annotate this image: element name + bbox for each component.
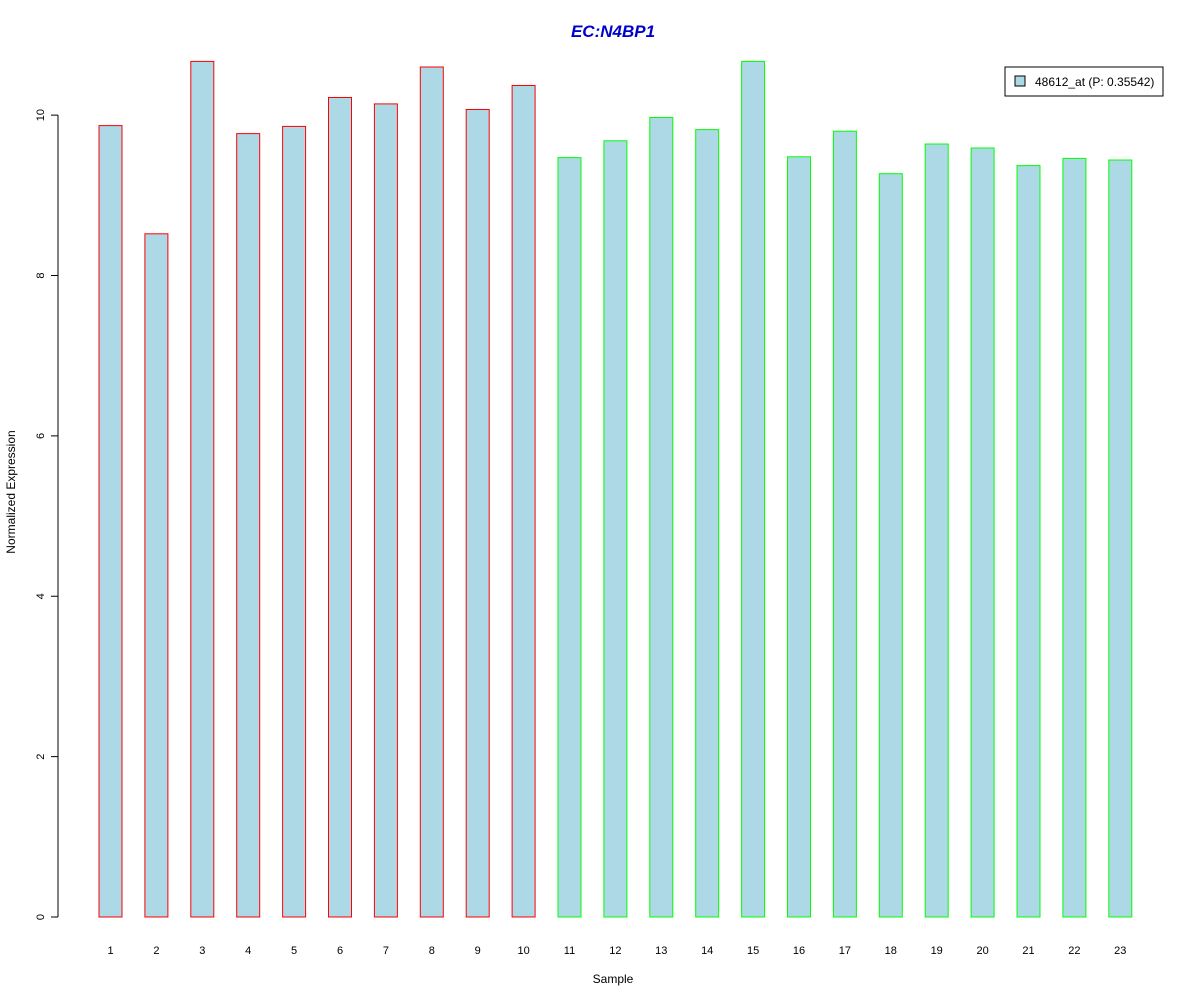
y-tick-label: 0: [35, 914, 47, 920]
bar-23: [1108, 159, 1133, 918]
x-tick-label: 22: [1068, 945, 1080, 957]
y-tick-label: 6: [35, 433, 47, 439]
bar-14: [695, 129, 720, 918]
x-tick-label: 6: [337, 945, 343, 957]
bar-22: [1062, 157, 1087, 918]
bar-2: [144, 233, 169, 918]
x-tick-label: 4: [245, 945, 251, 957]
bar-7: [373, 103, 398, 918]
x-tick-label: 14: [701, 945, 713, 957]
x-tick-label: 1: [107, 945, 113, 957]
x-tick-labels: 1 2 3 4 5 6 7 8 9 10 11 12 13 14 15 16 17 18 19 20 21 22 23: [107, 945, 1126, 957]
bar-10: [511, 85, 536, 918]
legend-label: 48612_at (P: 0.35542): [1035, 75, 1154, 89]
x-tick-label: 17: [839, 945, 851, 957]
x-tick-label: 5: [291, 945, 297, 957]
x-tick-label: 2: [153, 945, 159, 957]
bar-15: [741, 60, 766, 918]
legend-swatch: [1014, 75, 1026, 87]
y-tick-label: 8: [35, 272, 47, 278]
bar-8: [419, 66, 444, 918]
bar-16: [787, 156, 811, 918]
bar-3: [190, 60, 215, 918]
bars: [98, 60, 1133, 918]
legend: 48612_at (P: 0.35542): [1004, 66, 1164, 97]
bar-4: [236, 133, 261, 918]
bar-9: [465, 109, 490, 918]
y-tick-label: 10: [35, 109, 47, 121]
x-tick-label: 15: [747, 945, 759, 957]
x-tick-label: 11: [564, 945, 575, 957]
x-tick-label: 10: [517, 945, 529, 957]
x-tick-label: 19: [931, 945, 943, 957]
legend-box: [1004, 66, 1164, 97]
x-axis-label: Sample: [593, 972, 634, 986]
x-tick-label: 7: [383, 945, 389, 957]
bar-19: [924, 143, 949, 918]
x-tick-label: 21: [1022, 945, 1034, 957]
bar-11: [557, 157, 582, 918]
bar-17: [832, 130, 857, 918]
x-tick-label: 13: [655, 945, 667, 957]
y-tick-label: 2: [35, 754, 47, 760]
bar-12: [603, 140, 628, 918]
x-tick-label: 9: [475, 945, 481, 957]
x-tick-label: 12: [609, 945, 621, 957]
y-tick-label: 4: [35, 593, 47, 599]
x-tick-label: 23: [1114, 945, 1126, 957]
bar-5: [282, 125, 307, 918]
x-tick-label: 3: [199, 945, 205, 957]
bar-6: [328, 97, 352, 918]
x-tick-label: 20: [976, 945, 988, 957]
bar-13: [649, 117, 674, 918]
x-tick-label: 16: [793, 945, 805, 957]
x-tick-label: 18: [885, 945, 897, 957]
bar-18: [878, 173, 903, 918]
y-axis: 0 2 4 6 8 10: [35, 109, 59, 920]
chart-title: EC:N4BP1: [571, 22, 655, 41]
y-axis-label: Normalized Expression: [4, 430, 18, 553]
bar-21: [1016, 165, 1041, 918]
x-tick-label: 8: [429, 945, 435, 957]
bar-20: [970, 147, 995, 918]
bar-1: [98, 125, 123, 918]
